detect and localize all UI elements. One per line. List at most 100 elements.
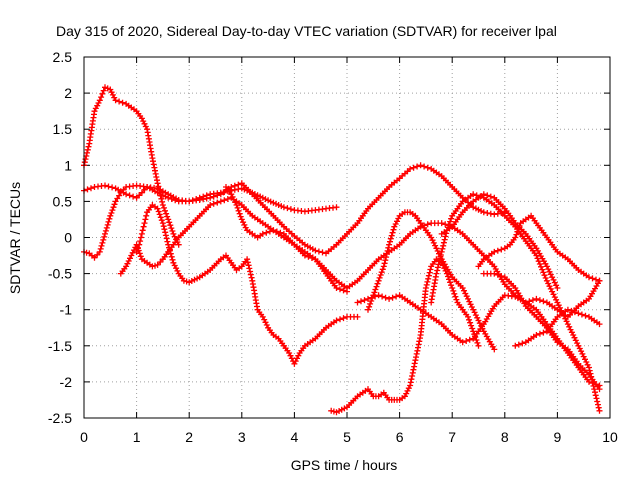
data-point	[165, 241, 172, 248]
data-point	[91, 254, 98, 261]
data-point	[107, 86, 114, 93]
data-point	[120, 186, 127, 193]
data-point	[498, 246, 505, 253]
data-point	[337, 286, 343, 293]
data-point	[466, 316, 472, 323]
data-point	[338, 406, 345, 413]
data-point	[162, 232, 169, 239]
data-point	[394, 218, 400, 225]
data-point	[423, 281, 430, 288]
data-point	[536, 330, 543, 337]
data-point	[471, 309, 478, 316]
data-point	[159, 202, 166, 208]
data-point	[467, 301, 474, 308]
data-point	[247, 268, 254, 275]
data-point	[422, 285, 429, 291]
y-tick-label: 2.5	[53, 49, 73, 65]
x-tick-label: 2	[185, 429, 193, 445]
data-point	[557, 304, 563, 311]
data-point	[550, 276, 557, 283]
data-point	[237, 213, 244, 220]
data-point	[261, 316, 268, 323]
data-point	[383, 254, 390, 261]
data-point	[340, 287, 347, 294]
data-point	[568, 307, 575, 314]
data-point	[385, 244, 392, 251]
data-point	[434, 267, 441, 274]
data-point	[468, 322, 475, 329]
data-point	[387, 235, 394, 242]
data-point	[84, 149, 90, 156]
data-point	[474, 314, 481, 321]
data-point	[291, 360, 298, 367]
data-point	[466, 298, 473, 305]
data-point	[582, 356, 588, 363]
data-point	[164, 213, 171, 220]
data-point	[575, 310, 582, 317]
data-point	[578, 348, 585, 355]
data-point	[545, 266, 552, 273]
data-point	[440, 242, 447, 249]
data-point	[377, 272, 384, 278]
data-point	[210, 193, 217, 200]
y-tick-label: 1	[64, 157, 72, 173]
data-point	[119, 99, 126, 106]
data-point	[111, 201, 118, 208]
data-point	[333, 317, 340, 324]
data-point	[100, 87, 107, 94]
plot-frame	[83, 56, 611, 419]
data-point	[427, 266, 434, 273]
data-point	[109, 91, 116, 98]
data-point	[270, 227, 277, 234]
data-point	[210, 200, 217, 207]
data-point	[434, 248, 441, 254]
data-point	[429, 237, 436, 244]
x-tick-label: 7	[448, 429, 456, 445]
data-point	[161, 226, 168, 233]
data-point	[127, 255, 133, 262]
data-point	[203, 195, 210, 202]
data-point	[546, 268, 553, 275]
series	[354, 277, 603, 346]
y-tick-label: -1.5	[48, 338, 72, 354]
data-point	[574, 340, 581, 347]
data-point	[235, 181, 242, 188]
data-point	[413, 354, 419, 361]
data-point	[433, 245, 440, 252]
data-point	[150, 158, 156, 165]
data-point	[125, 258, 132, 264]
data-point	[451, 290, 458, 297]
data-point	[382, 257, 389, 264]
data-point	[424, 221, 431, 228]
data-point	[466, 336, 473, 343]
data-point	[244, 256, 251, 263]
series-line	[83, 86, 180, 245]
x-tick-labels: 0 1 2 3 4 5 6 7 8 9 10	[80, 429, 618, 445]
data-point	[273, 228, 280, 235]
data-point	[372, 293, 379, 300]
axis-ticks	[83, 56, 611, 419]
series	[365, 209, 498, 353]
data-point	[166, 247, 173, 254]
data-point	[432, 242, 439, 249]
data-point	[593, 276, 599, 283]
data-point	[468, 304, 475, 310]
data-point	[447, 218, 454, 225]
data-point	[434, 264, 441, 271]
data-point	[403, 390, 410, 397]
y-tick-label: -2.5	[48, 410, 72, 426]
data-point	[160, 223, 167, 230]
data-point	[99, 90, 106, 97]
data-point	[241, 221, 248, 228]
data-point	[386, 241, 393, 248]
data-point	[116, 98, 123, 105]
x-tick-label: 0	[80, 429, 88, 445]
data-point	[319, 249, 326, 256]
x-tick-label: 4	[291, 429, 299, 445]
data-point	[174, 267, 181, 274]
data-point	[109, 207, 116, 214]
data-point	[536, 297, 543, 304]
data-point	[480, 209, 487, 216]
data-point	[102, 227, 109, 234]
data-point	[163, 210, 170, 217]
